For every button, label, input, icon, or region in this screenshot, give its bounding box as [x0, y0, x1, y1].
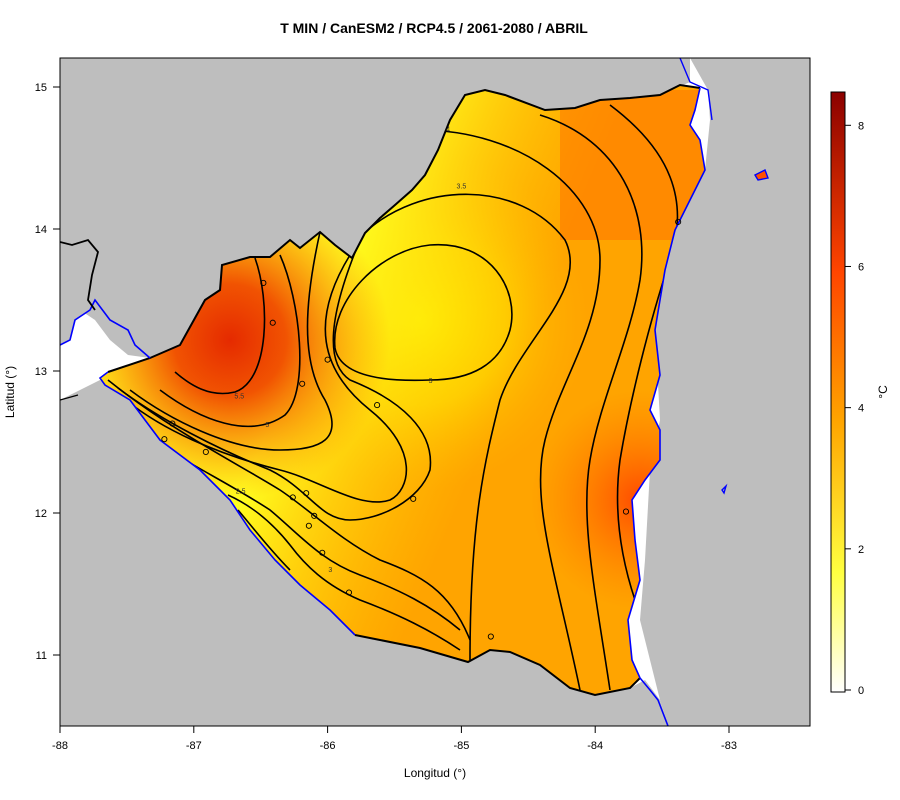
colorbar-tick-label: 2 — [858, 544, 864, 556]
station-marker — [303, 490, 310, 497]
station-marker — [622, 508, 630, 515]
contour-label: 5.5 — [234, 394, 244, 401]
y-tick-label: 12 — [35, 508, 47, 520]
y-tick-label: 11 — [36, 650, 47, 662]
colorbar-tick-label: 4 — [858, 403, 864, 415]
colorbar-tick-label: 0 — [858, 685, 864, 697]
station-marker — [202, 448, 209, 455]
contour-line — [129, 231, 333, 451]
station-marker — [319, 549, 326, 556]
station-marker — [161, 436, 168, 443]
contour-line — [361, 193, 572, 661]
y-axis: 11 12 13 14 15 — [35, 82, 60, 662]
caribbean-coast — [627, 87, 706, 726]
plot-frame — [59, 57, 811, 727]
costa-rica-landmass — [60, 380, 668, 726]
east-land-strip — [640, 58, 810, 726]
contour-label: 4 — [446, 127, 450, 134]
x-axis: -88 -87 -86 -85 -84 -83 — [52, 726, 737, 752]
station-marker — [374, 402, 381, 409]
station-marker — [487, 633, 494, 640]
contour-line — [609, 104, 679, 601]
contour-label: 2.5 — [236, 489, 246, 496]
x-tick-label: -86 — [320, 740, 336, 752]
nicaragua-border-south — [354, 634, 641, 697]
y-tick-label: 13 — [35, 366, 47, 378]
station-marker — [269, 319, 276, 326]
station-marker — [675, 218, 682, 225]
contour-line — [227, 494, 461, 651]
station-marker — [324, 356, 331, 363]
station-markers — [161, 218, 682, 640]
island-fragment — [721, 483, 728, 495]
gulf-of-fonseca-coast — [60, 298, 151, 359]
contour-line — [117, 239, 432, 521]
contour-line — [237, 509, 291, 571]
contour-label: 3 — [429, 378, 433, 385]
x-tick-label: -84 — [587, 740, 603, 752]
station-marker — [260, 279, 267, 287]
y-tick-label: 14 — [35, 224, 47, 236]
x-tick-label: -83 — [721, 740, 737, 752]
x-tick-label: -88 — [52, 740, 68, 752]
colorbar — [830, 91, 846, 693]
contour-line — [119, 254, 408, 503]
el-salvador-landmass — [60, 240, 95, 345]
contour-lines — [107, 104, 679, 691]
station-marker — [345, 589, 353, 596]
pacific-coast — [98, 371, 356, 636]
station-marker — [410, 495, 417, 502]
x-tick-label: -87 — [186, 740, 202, 752]
border-west — [60, 238, 99, 311]
el-salvador-west-border — [60, 394, 79, 401]
nicaragua-land-border — [107, 83, 701, 373]
honduras-coast — [679, 58, 713, 121]
contour-label: 3 — [328, 567, 332, 574]
contour-line — [539, 114, 643, 691]
contour-label: 5 — [265, 422, 269, 429]
colorbar-tick-label: 6 — [858, 261, 864, 273]
station-marker — [311, 512, 318, 519]
y-tick-label: 15 — [35, 82, 47, 94]
contour-line — [333, 243, 513, 382]
contour-line — [159, 444, 461, 631]
station-marker — [169, 420, 176, 427]
station-marker — [299, 380, 306, 387]
station-marker — [289, 494, 296, 501]
station-marker — [305, 522, 312, 529]
honduras-landmass — [60, 58, 690, 358]
corn-island — [754, 169, 769, 181]
colorbar-axis: 0 2 4 6 8 — [845, 120, 864, 697]
x-axis-label: Longitud (°) — [403, 766, 467, 780]
x-tick-label: -85 — [453, 740, 469, 752]
contour-label: 3.5 — [457, 183, 467, 190]
colorbar-tick-label: 8 — [858, 120, 864, 132]
contour-line — [419, 129, 601, 691]
contour-line — [174, 257, 266, 395]
contour-line — [107, 379, 471, 641]
map-title: T MIN / CanESM2 / RCP4.5 / 2061-2080 / A… — [280, 20, 588, 36]
contour-labels: 4 3.5 3 5.5 5 2.5 3 — [234, 127, 466, 574]
contour-line — [159, 254, 301, 428]
